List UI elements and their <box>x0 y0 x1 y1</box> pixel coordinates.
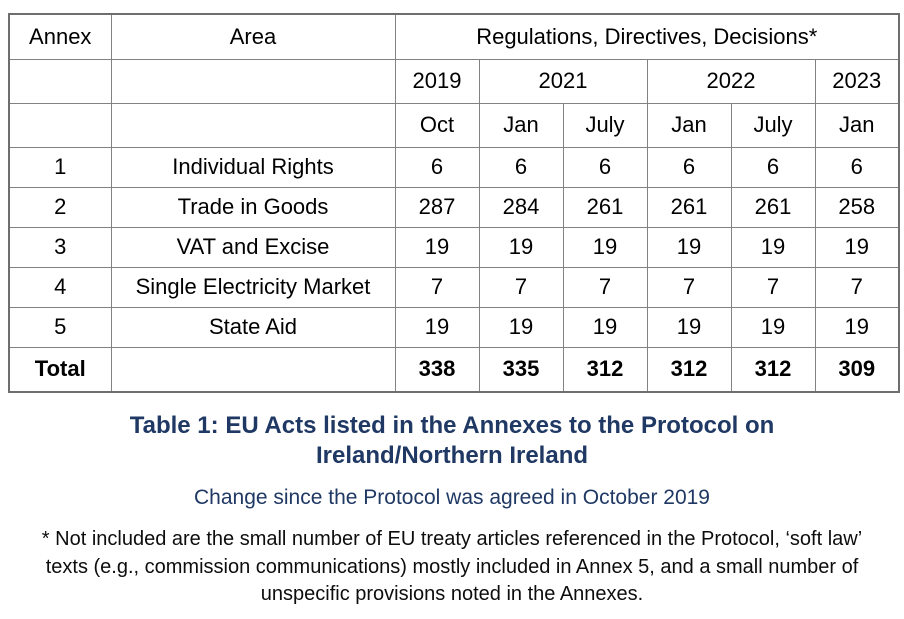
empty-cell <box>110 102 396 148</box>
value-cell: 19 <box>562 226 648 268</box>
table-row-annex-5: 5 State Aid 19 19 19 19 19 19 <box>8 306 900 348</box>
value-cell: 19 <box>478 226 564 268</box>
total-value-cell: 338 <box>394 346 480 393</box>
value-cell: 19 <box>646 306 732 348</box>
annex-number-cell: 3 <box>8 226 112 268</box>
page: Annex Area Regulations, Directives, Deci… <box>0 13 904 619</box>
header-annex: Annex <box>8 13 112 60</box>
table-row-annex-3: 3 VAT and Excise 19 19 19 19 19 19 <box>8 226 900 268</box>
value-cell: 19 <box>394 306 480 348</box>
total-label-cell: Total <box>8 346 112 393</box>
value-cell: 19 <box>394 226 480 268</box>
value-cell: 19 <box>814 226 900 268</box>
empty-cell <box>8 58 112 104</box>
table-row-annex-4: 4 Single Electricity Market 7 7 7 7 7 7 <box>8 266 900 308</box>
year-cell: 2022 <box>646 58 816 104</box>
value-cell: 7 <box>730 266 816 308</box>
year-cell: 2023 <box>814 58 900 104</box>
value-cell: 7 <box>814 266 900 308</box>
header-area: Area <box>110 13 396 60</box>
month-cell: July <box>562 102 648 148</box>
value-cell: 258 <box>814 186 900 228</box>
area-cell: VAT and Excise <box>110 226 396 268</box>
total-value-cell: 312 <box>562 346 648 393</box>
value-cell: 19 <box>478 306 564 348</box>
value-cell: 261 <box>730 186 816 228</box>
value-cell: 287 <box>394 186 480 228</box>
empty-cell <box>110 346 396 393</box>
value-cell: 6 <box>478 146 564 188</box>
value-cell: 261 <box>646 186 732 228</box>
annex-number-cell: 4 <box>8 266 112 308</box>
value-cell: 6 <box>814 146 900 188</box>
area-cell: State Aid <box>110 306 396 348</box>
table-row-annex-1: 1 Individual Rights 6 6 6 6 6 6 <box>8 146 900 188</box>
value-cell: 6 <box>394 146 480 188</box>
value-cell: 19 <box>646 226 732 268</box>
year-cell: 2019 <box>394 58 480 104</box>
area-cell: Individual Rights <box>110 146 396 188</box>
table-header-row: Annex Area Regulations, Directives, Deci… <box>8 13 900 60</box>
month-cell: Jan <box>646 102 732 148</box>
value-cell: 19 <box>730 226 816 268</box>
total-value-cell: 312 <box>646 346 732 393</box>
month-cell: July <box>730 102 816 148</box>
value-cell: 19 <box>730 306 816 348</box>
area-cell: Single Electricity Market <box>110 266 396 308</box>
table-row-annex-2: 2 Trade in Goods 287 284 261 261 261 258 <box>8 186 900 228</box>
value-cell: 284 <box>478 186 564 228</box>
empty-cell <box>8 102 112 148</box>
value-cell: 7 <box>478 266 564 308</box>
table-caption-subtitle: Change since the Protocol was agreed in … <box>194 485 710 509</box>
header-group: Regulations, Directives, Decisions* <box>394 13 900 60</box>
value-cell: 19 <box>814 306 900 348</box>
table-footnote: * Not included are the small number of E… <box>41 527 863 606</box>
month-cell: Jan <box>478 102 564 148</box>
value-cell: 6 <box>646 146 732 188</box>
table-years-row: 2019 2021 2022 2023 <box>8 58 900 104</box>
total-value-cell: 309 <box>814 346 900 393</box>
table-caption-title: Table 1: EU Acts listed in the Annexes t… <box>129 412 775 470</box>
annex-number-cell: 5 <box>8 306 112 348</box>
value-cell: 19 <box>562 306 648 348</box>
value-cell: 7 <box>394 266 480 308</box>
total-value-cell: 312 <box>730 346 816 393</box>
table-months-row: Oct Jan July Jan July Jan <box>8 102 900 148</box>
value-cell: 7 <box>562 266 648 308</box>
year-cell: 2021 <box>478 58 648 104</box>
total-value-cell: 335 <box>478 346 564 393</box>
annex-number-cell: 1 <box>8 146 112 188</box>
value-cell: 7 <box>646 266 732 308</box>
value-cell: 6 <box>562 146 648 188</box>
month-cell: Oct <box>394 102 480 148</box>
annex-number-cell: 2 <box>8 186 112 228</box>
month-cell: Jan <box>814 102 900 148</box>
value-cell: 6 <box>730 146 816 188</box>
empty-cell <box>110 58 396 104</box>
eu-acts-table: Annex Area Regulations, Directives, Deci… <box>8 13 901 393</box>
area-cell: Trade in Goods <box>110 186 396 228</box>
table-total-row: Total 338 335 312 312 312 309 <box>8 346 900 393</box>
value-cell: 261 <box>562 186 648 228</box>
